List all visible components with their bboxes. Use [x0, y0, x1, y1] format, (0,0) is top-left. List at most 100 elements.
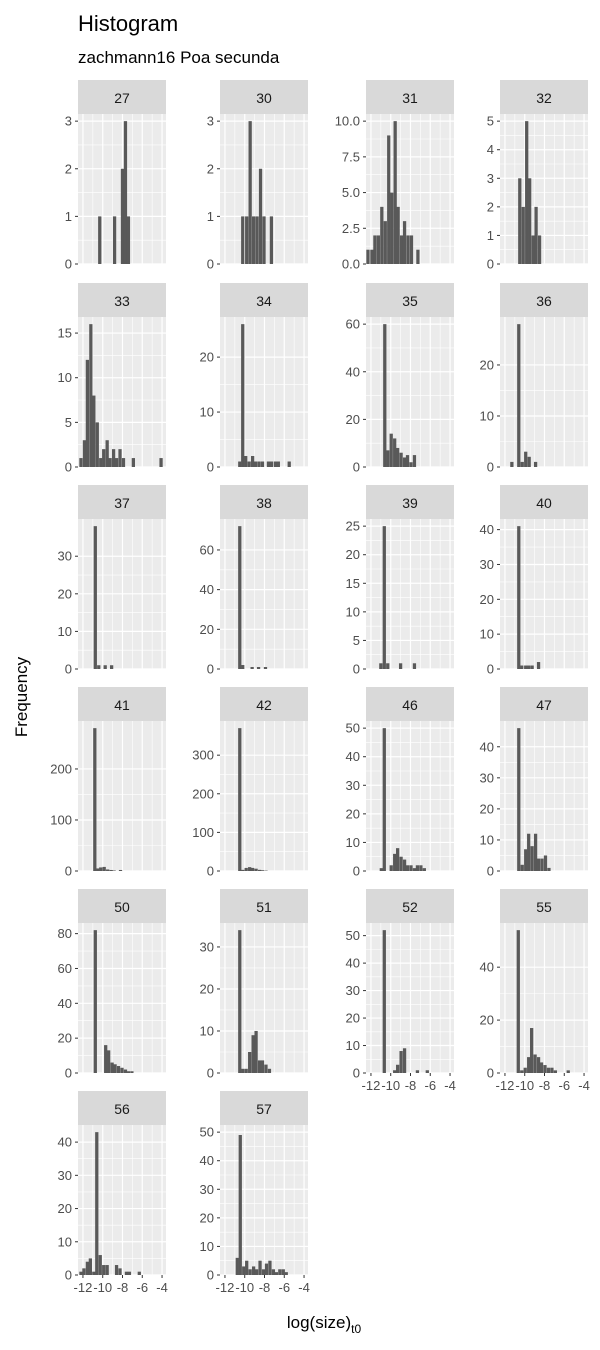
- y-tick-label: 20: [480, 592, 494, 607]
- histogram-bar: [516, 930, 520, 1073]
- facet-panel: 41 0 100 200: [50, 687, 166, 879]
- y-tick-label: 0: [207, 1268, 214, 1283]
- histogram-bar: [257, 1060, 262, 1073]
- histogram-bar: [534, 206, 538, 264]
- histogram-bar: [409, 462, 413, 467]
- y-tick-label: 20: [200, 622, 214, 637]
- y-tick-label: 40: [480, 522, 494, 537]
- y-tick-label: 20: [346, 547, 360, 562]
- histogram-bar: [238, 526, 242, 669]
- x-tick-label: -8: [117, 1280, 129, 1295]
- histogram-bar: [393, 1070, 397, 1073]
- histogram-bar: [527, 456, 531, 467]
- histogram-bar: [405, 455, 410, 467]
- y-tick-label: 0: [65, 460, 72, 475]
- histogram-bar: [382, 728, 386, 871]
- facet-strip: [220, 1091, 308, 1125]
- histogram-bar: [287, 461, 291, 467]
- histogram-bar: [383, 221, 387, 264]
- histogram-bar: [267, 1068, 272, 1073]
- y-tick-label: 0: [353, 1066, 360, 1081]
- histogram-bar: [114, 1265, 119, 1275]
- histogram-bar: [396, 206, 400, 264]
- x-tick-label: -6: [278, 1280, 290, 1295]
- facet-strip: [500, 283, 588, 317]
- histogram-bar: [244, 456, 248, 467]
- histogram-bar: [82, 1268, 86, 1275]
- histogram-bar: [97, 665, 101, 669]
- y-tick-label: 10: [58, 1234, 72, 1249]
- facet-panel: 33 0 5 10 15: [58, 283, 166, 475]
- y-tick-label: 80: [58, 926, 72, 941]
- histogram-bar: [376, 235, 380, 264]
- facet-strip-label: 33: [114, 293, 130, 309]
- x-tick-label: -6: [136, 1280, 148, 1295]
- histogram-bar: [389, 433, 393, 467]
- histogram-bar: [82, 440, 87, 467]
- histogram-bar: [254, 1030, 258, 1073]
- histogram-bar: [553, 1070, 558, 1073]
- facet-panel: 47 0 10 20 30 40: [480, 687, 588, 879]
- histogram-bar: [425, 1070, 429, 1073]
- x-tick-label: -8: [259, 1280, 271, 1295]
- histogram-bar: [257, 461, 261, 467]
- y-tick-label: 40: [58, 1135, 72, 1150]
- facet-panel: 35 0 20 40 60: [346, 283, 454, 475]
- histogram-bar: [123, 1069, 128, 1073]
- y-tick-label: 5: [65, 415, 72, 430]
- y-tick-label: 20: [346, 806, 360, 821]
- y-tick-label: 2.5: [342, 221, 360, 236]
- histogram-bar: [396, 848, 400, 871]
- y-tick-label: 0.0: [342, 257, 360, 272]
- facet-strip-label: 39: [402, 495, 418, 511]
- histogram-bar: [396, 447, 400, 467]
- facet-strip: [220, 889, 308, 923]
- y-tick-label: 30: [480, 557, 494, 572]
- histogram-bar: [257, 869, 262, 871]
- y-tick-label: 20: [200, 1210, 214, 1225]
- histogram-bar: [531, 235, 535, 264]
- y-tick-label: 10: [480, 627, 494, 642]
- y-tick-label: 0: [207, 864, 214, 879]
- histogram-bar: [402, 1048, 407, 1073]
- y-tick-label: 0: [207, 257, 214, 272]
- histogram-bar: [93, 930, 97, 1073]
- histogram-bar: [105, 440, 109, 467]
- histogram-bar: [102, 449, 106, 467]
- facet-strip-label: 37: [114, 495, 130, 511]
- y-tick-label: 0: [65, 257, 72, 272]
- histogram-bar: [264, 1064, 268, 1073]
- histogram-bar: [412, 455, 417, 467]
- histogram-bar: [268, 1260, 272, 1275]
- histogram-bar: [114, 458, 119, 467]
- y-tick-label: 2: [487, 199, 494, 214]
- facet-strip: [366, 80, 454, 114]
- facet-strip: [220, 283, 308, 317]
- histogram-bar: [131, 458, 136, 467]
- histogram-bar: [393, 853, 397, 871]
- facet-strip: [366, 889, 454, 923]
- y-tick-label: 0: [65, 1268, 72, 1283]
- histogram-bar: [271, 1269, 276, 1275]
- y-tick-label: 40: [346, 956, 360, 971]
- histogram-bar: [415, 1070, 420, 1073]
- facet-strip: [78, 889, 166, 923]
- histogram-bar: [527, 665, 531, 669]
- histogram-bar: [126, 1071, 131, 1073]
- y-tick-label: 0: [487, 662, 494, 677]
- facet-strip-label: 56: [114, 1101, 130, 1117]
- y-tick-label: 1: [207, 209, 214, 224]
- y-tick-label: 0: [353, 864, 360, 879]
- facet-strip: [220, 485, 308, 519]
- facet-strip: [78, 283, 166, 317]
- histogram-bar: [98, 1255, 102, 1275]
- histogram-bar: [159, 458, 163, 467]
- histogram-bar: [137, 1271, 141, 1275]
- y-tick-label: 5: [353, 633, 360, 648]
- facet-strip-label: 35: [402, 293, 418, 309]
- histogram-bar: [245, 216, 249, 264]
- chart-title: Histogram: [78, 11, 178, 36]
- histogram-bar: [85, 1261, 90, 1275]
- x-tick-label: -8: [405, 1078, 417, 1093]
- y-tick-label: 2: [207, 161, 214, 176]
